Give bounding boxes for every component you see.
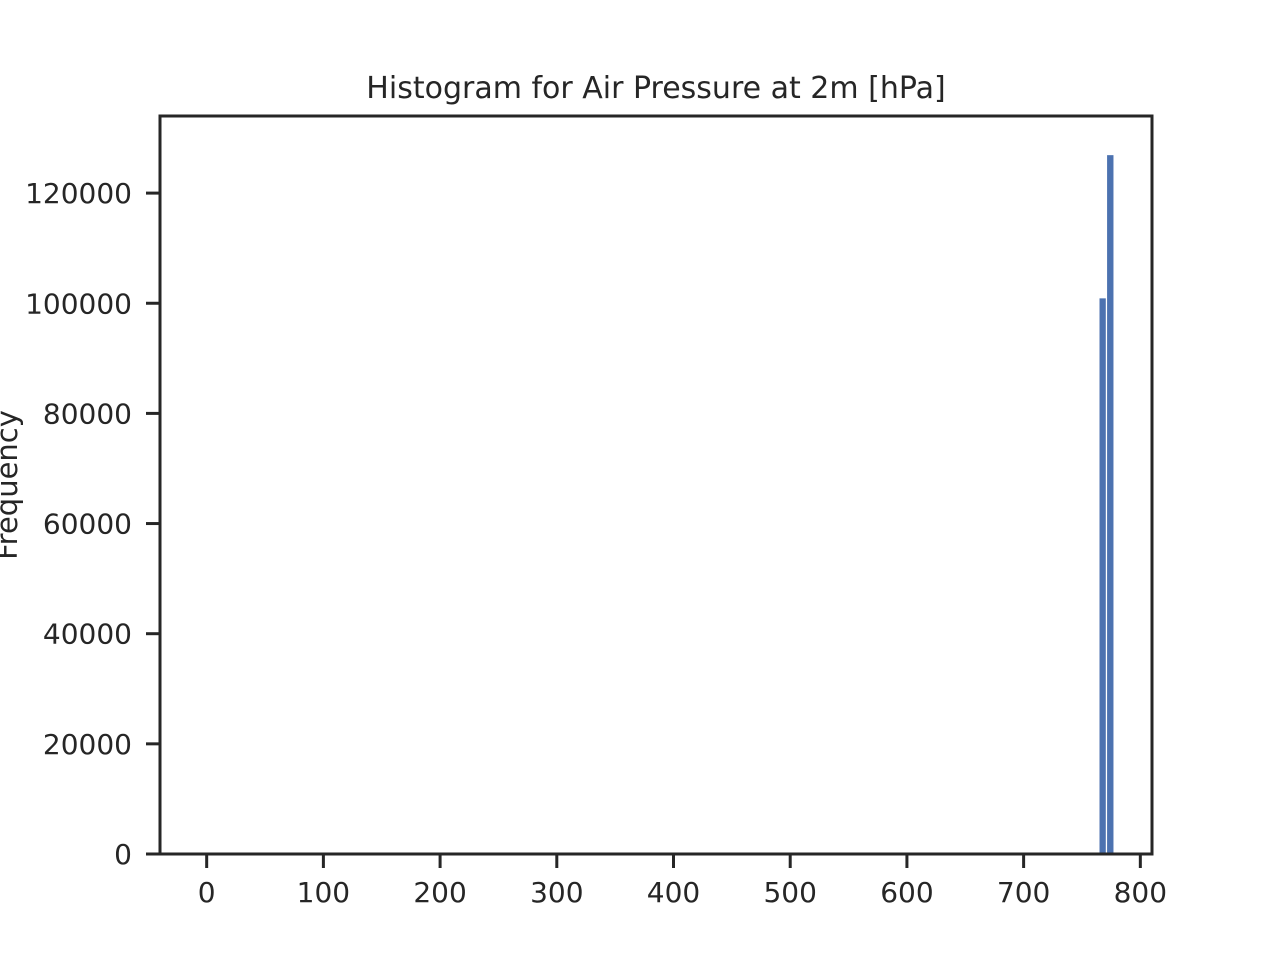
- bars-layer: [1098, 153, 1115, 855]
- y-tick-label: 40000: [43, 618, 132, 651]
- y-tick-label: 80000: [43, 397, 132, 430]
- x-tick-label: 800: [1114, 876, 1167, 909]
- y-tick-label: 100000: [25, 287, 132, 320]
- y-tick-label: 20000: [43, 728, 132, 761]
- x-tick-label: 0: [198, 876, 216, 909]
- histogram-bar: [1105, 153, 1115, 855]
- x-tick-label: 400: [647, 876, 700, 909]
- x-tick-label: 200: [413, 876, 466, 909]
- y-tick-label: 0: [114, 838, 132, 871]
- x-tick-label: 500: [763, 876, 816, 909]
- y-tick-label: 120000: [25, 177, 132, 210]
- y-axis-ticks: 0 20000 40000 60000 80000 100000 120000: [25, 177, 160, 871]
- x-tick-label: 700: [997, 876, 1050, 909]
- plot-frame: [158, 114, 1154, 856]
- y-tick-label: 60000: [43, 508, 132, 541]
- x-tick-label: 300: [530, 876, 583, 909]
- chart-title: Histogram for Air Pressure at 2m [hPa]: [366, 71, 945, 106]
- x-tick-label: 600: [880, 876, 933, 909]
- y-axis-label: Frequency: [0, 410, 24, 560]
- x-tick-label: 100: [297, 876, 350, 909]
- histogram-bar: [1098, 297, 1108, 855]
- x-axis-ticks: 0 100 200 300 400 500 600 700 800: [198, 854, 1167, 909]
